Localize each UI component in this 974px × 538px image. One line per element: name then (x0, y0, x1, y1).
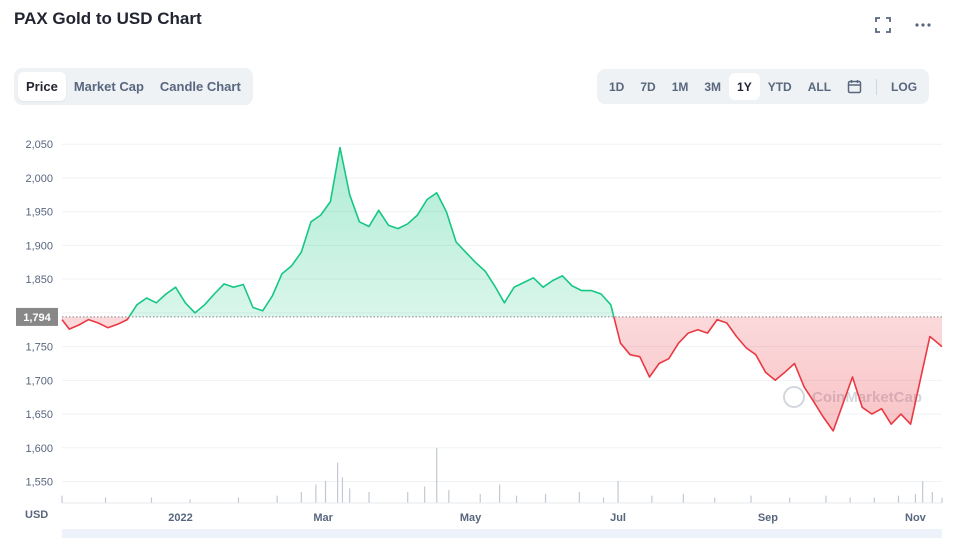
tab-market-cap[interactable]: Market Cap (73, 79, 144, 94)
volume-bar (498, 484, 501, 503)
volume-bar (189, 499, 191, 503)
time-range-selector: 1D 7D 1M 3M 1Y YTD ALL LOG (597, 69, 930, 104)
y-tick-label: 2,000 (25, 173, 53, 185)
currency-label: USD (25, 509, 49, 521)
volume-bar (349, 488, 351, 503)
volume-bar (922, 481, 924, 503)
volume-bar (407, 492, 409, 503)
price-chart[interactable]: 1,550 1,600 1,650 1,700 1,750 1,850 1,900 1,950… (0, 120, 974, 538)
log-scale-toggle[interactable]: LOG (891, 79, 918, 94)
volume-bar (337, 462, 339, 503)
volume-bar (602, 497, 605, 503)
divider (876, 78, 878, 95)
range-1d[interactable]: 1D (609, 79, 625, 94)
range-scrollbar (62, 529, 942, 538)
x-tick-label: 2022 (168, 512, 192, 524)
x-tick-label: Mar (313, 512, 333, 524)
y-tick-label: 1,850 (25, 274, 53, 286)
volume-bar (750, 495, 752, 503)
x-tick-label: Jul (610, 512, 626, 524)
baseline-badge (16, 307, 58, 326)
area-above-baseline (129, 147, 614, 317)
volume-bar (324, 481, 327, 503)
x-tick-label: May (460, 512, 482, 524)
y-tick-label: 1,750 (25, 342, 53, 354)
baseline-label: 1,794 (23, 312, 51, 324)
volume-bar (651, 495, 653, 503)
volume-bar (315, 484, 317, 503)
price-line-up (128, 146, 615, 317)
volume-bar (941, 497, 943, 503)
volume-bar (789, 497, 791, 503)
watermark-logo-icon (783, 386, 805, 408)
volume-bar (914, 493, 917, 503)
y-tick-label: 1,900 (25, 240, 53, 252)
volume-bar (897, 495, 900, 503)
volume-bar (424, 486, 426, 503)
more-icon[interactable] (912, 14, 934, 36)
y-tick-label: 1,550 (25, 477, 53, 489)
volume-bar (617, 481, 619, 503)
range-7d[interactable]: 7D (640, 79, 656, 94)
area-below-baseline (62, 316, 942, 431)
volume-bar (544, 493, 547, 503)
volume-bar (714, 497, 716, 503)
volume-bar (825, 495, 827, 503)
volume-bar (61, 495, 63, 503)
volume-bar (276, 495, 278, 503)
range-1m[interactable]: 1M (671, 79, 689, 94)
chart-type-tabs: Price Market Cap Candle Chart (14, 68, 253, 105)
volume-bar (682, 493, 684, 503)
y-tick-label: 1,700 (25, 375, 53, 387)
volume-bar (237, 497, 240, 503)
y-tick-label: 2,050 (25, 139, 53, 151)
volume-bar (931, 492, 933, 503)
x-tick-label: Sep (758, 512, 778, 524)
volume-bar (341, 477, 344, 503)
volume-bar (448, 490, 450, 503)
range-ytd[interactable]: YTD (767, 79, 792, 94)
price-line-down (61, 316, 943, 432)
tab-candle-chart[interactable]: Candle Chart (159, 79, 241, 94)
volume-bar (873, 497, 875, 503)
chart-title: PAX Gold to USD Chart (14, 9, 202, 28)
y-tick-label: 1,600 (25, 443, 53, 455)
volume-bar (578, 492, 580, 503)
range-1y[interactable]: 1Y (729, 73, 760, 100)
volume-bar (300, 492, 302, 503)
volume-bar (368, 492, 370, 503)
range-3m[interactable]: 3M (704, 79, 722, 94)
volume-bar (150, 497, 153, 503)
calendar-icon[interactable] (839, 73, 870, 100)
x-tick-label: Nov (905, 512, 927, 524)
volume-bar (104, 497, 107, 503)
volume-bar (479, 493, 481, 503)
y-tick-label: 1,950 (25, 207, 53, 219)
volume-bar (515, 495, 518, 503)
range-all[interactable]: ALL (807, 79, 832, 94)
volume-bar (436, 448, 438, 503)
volume-bar (849, 497, 851, 503)
tab-price[interactable]: Price (18, 72, 66, 101)
y-tick-label: 1,650 (25, 409, 53, 421)
fullscreen-icon[interactable] (872, 14, 894, 36)
